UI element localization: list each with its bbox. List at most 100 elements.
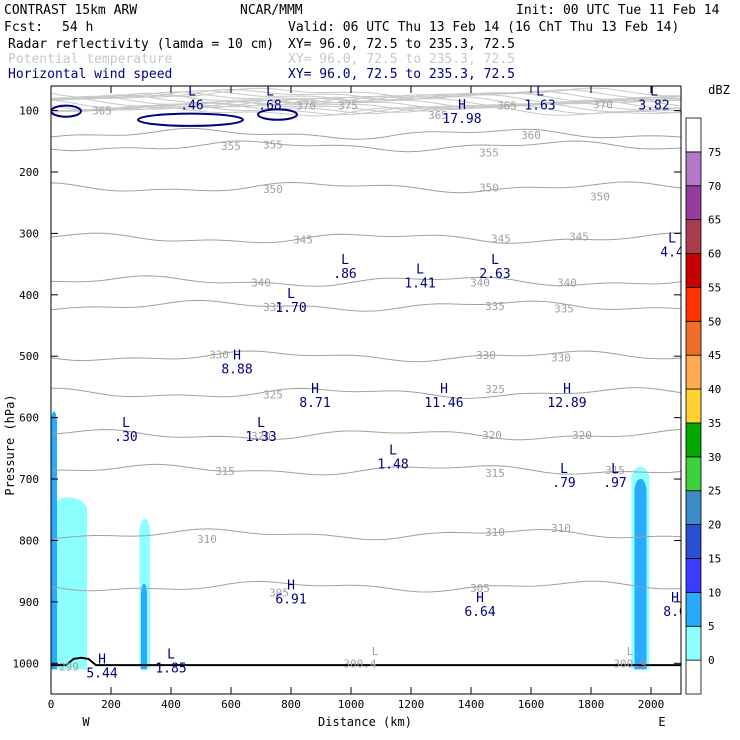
wind-extremum-value: 12.89 — [547, 396, 586, 411]
y-tick-label: 800 — [19, 534, 39, 547]
x-tick-label: 1800 — [578, 698, 605, 711]
theta-contour-310 — [51, 528, 681, 541]
model-title: CONTRAST 15km ARW — [4, 3, 137, 18]
y-tick-label: 700 — [19, 473, 39, 486]
west-label: W — [82, 715, 90, 729]
y-tick-label: 900 — [19, 596, 39, 609]
wind-extremum-type: L — [668, 232, 676, 247]
x-tick-label: 800 — [281, 698, 301, 711]
theta-label-370: 370 — [296, 100, 316, 113]
theta-contour-320 — [51, 428, 681, 441]
theta-label-370: 370 — [593, 98, 613, 111]
wind-extremum-type: H — [440, 382, 448, 397]
theta-label-315: 315 — [485, 467, 505, 480]
wind-extremum-value: .79 — [552, 476, 575, 491]
theta-label-330: 330 — [476, 349, 496, 362]
init-time: Init: 00 UTC Tue 11 Feb 14 — [516, 3, 720, 18]
colorbar-label: 40 — [708, 383, 721, 396]
wind-extremum-type: L — [122, 416, 130, 431]
colorbar-label: 20 — [708, 519, 721, 532]
wind-extremum-value: 2.63 — [479, 267, 510, 282]
y-tick-label: 200 — [19, 166, 39, 179]
organization: NCAR/MMM — [240, 3, 303, 18]
colorbar-swatch — [685, 219, 702, 254]
wind-extremum-value: 1.41 — [404, 276, 435, 291]
colorbar-label: 70 — [708, 180, 721, 193]
colorbar-swatch — [685, 151, 702, 187]
theta-label-310: 310 — [485, 526, 505, 539]
theta-label-335: 335 — [554, 302, 574, 315]
theta-label-350: 350 — [590, 191, 610, 204]
theta-label-315: 315 — [215, 465, 235, 478]
stratosphere-contour — [51, 102, 681, 115]
colorbar-unit: dBZ — [708, 83, 730, 97]
colorbar-label: 45 — [708, 349, 721, 362]
colorbar-label: 5 — [708, 620, 715, 633]
reflectivity-cell — [634, 479, 647, 670]
x-tick-label: 1400 — [458, 698, 485, 711]
plot-frame — [50, 85, 682, 695]
x-tick-label: 200 — [101, 698, 121, 711]
reflectivity-cell — [141, 583, 147, 670]
wind-extremum-type: L — [257, 416, 265, 431]
wind-extremum-type: H — [458, 98, 466, 113]
theta-label-310: 310 — [197, 533, 217, 546]
plot-content: 305 305 310 310 310 315 315 315 320 320 320 325 325 3… — [51, 84, 681, 681]
y-tick-label: 600 — [19, 412, 39, 425]
reflectivity-cell — [51, 497, 87, 670]
colorbar-swatch — [685, 253, 702, 288]
theta-contour-315 — [51, 463, 681, 476]
colorbar-swatch — [685, 659, 702, 695]
theta-contour-340 — [51, 275, 681, 287]
field-1-name: Radar reflectivity (lamda = 10 cm) — [8, 37, 274, 52]
theta-contour-345 — [51, 232, 681, 244]
fcst-value: 54 h — [62, 20, 93, 35]
wind-extremum-type: H — [563, 382, 571, 397]
colorbar-swatch — [685, 591, 702, 627]
wind-extremum-value: .68 — [258, 98, 281, 113]
colorbar-label: 15 — [708, 552, 721, 565]
plot-area: 305 305 310 310 310 315 315 315 320 320 320 325 325 3… — [13, 84, 682, 711]
wind-extremum-value: 1.70 — [275, 301, 306, 316]
wind-extremum-value: .46 — [180, 98, 203, 113]
field-1-xy: XY= 96.0, 72.5 to 235.3, 72.5 — [288, 37, 515, 52]
wind-extremum-value: 11.46 — [424, 396, 463, 411]
theta-label-340: 340 — [251, 277, 271, 290]
wind-extremum-value: 1.85 — [155, 661, 186, 676]
colorbar-swatch — [685, 456, 702, 492]
valid-time: Valid: 06 UTC Thu 13 Feb 14 (16 ChT Thu … — [288, 20, 679, 35]
theta-label-350: 350 — [479, 181, 499, 194]
y-tick-label: 100 — [19, 105, 39, 118]
east-label: E — [658, 715, 665, 729]
surface-theta-label: 299 — [59, 660, 79, 673]
wind-extremum-value: 1.63 — [524, 98, 555, 113]
x-tick-label: 0 — [48, 698, 55, 711]
wind-extremum-value: 8.71 — [299, 396, 330, 411]
theta-label-325: 325 — [485, 383, 505, 396]
theta-label-335: 335 — [485, 300, 505, 313]
colorbar-swatch — [685, 422, 702, 458]
wind-extremum-type: H — [233, 348, 241, 363]
theta-label-340: 340 — [557, 277, 577, 290]
y-tick-label: 300 — [19, 227, 39, 240]
colorbar-swatch — [685, 625, 702, 661]
y-axis-label: Pressure (hPa) — [3, 394, 17, 495]
theta-label-345: 345 — [491, 232, 511, 245]
wind-extremum-value: .30 — [114, 430, 137, 445]
wind-extremum-type: L — [287, 287, 295, 302]
colorbar-swatch — [685, 320, 702, 356]
wind-extremum-value: 6.91 — [275, 593, 306, 608]
colorbar-label: 0 — [708, 654, 715, 667]
wind-extremum-type: L — [650, 84, 658, 99]
colorbar-swatch — [685, 117, 702, 153]
x-tick-label: 1200 — [398, 698, 425, 711]
theta-contour-325 — [51, 387, 681, 399]
colorbar-swatch — [685, 354, 702, 390]
theta-label-305: 305 — [269, 587, 289, 600]
theta-label-360: 360 — [521, 129, 541, 142]
terrain-line — [51, 656, 681, 667]
theta-label-365: 365 — [428, 109, 448, 122]
theta-label-355: 355 — [479, 146, 499, 159]
x-tick-label: 1000 — [338, 698, 365, 711]
